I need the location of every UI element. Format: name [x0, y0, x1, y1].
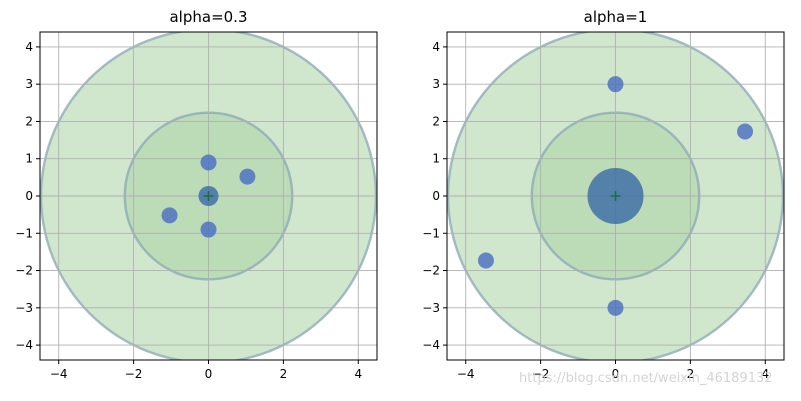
subplot-alpha-0-3: alpha=0.3 −4 −2 0 2 4 −4 −3 −2 −1 0 1 2 3 4: [15, 8, 378, 381]
y-tick-label: −2: [422, 264, 440, 278]
data-point: [161, 207, 178, 224]
mean-marker: [610, 191, 621, 201]
x-tick-label: −4: [50, 367, 68, 381]
y-tick-label: 3: [25, 77, 33, 91]
y-tick-label: −1: [15, 226, 33, 240]
x-tick-label: 2: [280, 367, 288, 381]
data-point: [607, 299, 624, 316]
data-point: [737, 123, 754, 140]
y-tick-label: 1: [25, 152, 33, 166]
subplot-title: alpha=1: [584, 8, 648, 26]
data-point: [200, 154, 217, 171]
x-tick-label: 4: [761, 367, 769, 381]
y-tick-label: 4: [432, 40, 440, 54]
x-tick-label: 4: [354, 367, 362, 381]
y-tick-label: −4: [15, 338, 33, 352]
data-point: [239, 168, 256, 185]
x-tick-label: −2: [125, 367, 143, 381]
y-tick-label: −2: [15, 264, 33, 278]
y-tick-label: 1: [432, 152, 440, 166]
y-tick-label: 0: [25, 189, 33, 203]
y-tick-label: −4: [422, 338, 440, 352]
x-tick-label: −4: [457, 367, 475, 381]
x-tick-label: 2: [687, 367, 695, 381]
mean-marker: [203, 191, 214, 201]
y-tick-label: 4: [25, 40, 33, 54]
data-point: [477, 252, 494, 269]
y-tick-label: 2: [25, 114, 33, 128]
x-tick-label: 0: [205, 367, 213, 381]
y-tick-label: 3: [432, 77, 440, 91]
y-tick-label: 2: [432, 114, 440, 128]
x-tick-label: 0: [612, 367, 620, 381]
y-tick-label: −3: [422, 301, 440, 315]
watermark: https://blog.csdn.net/weixin_46189132: [519, 371, 773, 386]
data-point: [607, 76, 624, 93]
y-tick-label: −3: [15, 301, 33, 315]
y-tick-label: −1: [422, 226, 440, 240]
data-point: [200, 221, 217, 238]
x-tick-label: −2: [532, 367, 550, 381]
subplot-alpha-1: alpha=1 −4 −2 0 2 4 −4 −3 −2 −1 0 1 2 3 4: [422, 8, 785, 381]
y-tick-label: 0: [432, 189, 440, 203]
subplot-title: alpha=0.3: [169, 8, 247, 26]
